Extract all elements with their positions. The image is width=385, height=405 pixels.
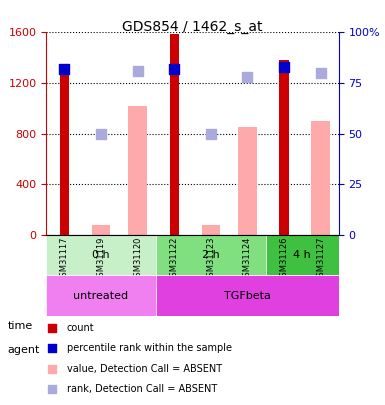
Text: TGFbeta: TGFbeta [224,291,271,301]
Point [281,64,287,70]
Text: GDS854 / 1462_s_at: GDS854 / 1462_s_at [122,20,263,34]
Point [208,130,214,137]
Bar [129,106,147,235]
Point [243,279,249,286]
Text: GSM31126: GSM31126 [280,237,288,282]
Bar [92,225,110,235]
Point [171,66,177,72]
Bar [202,225,220,235]
Text: GSM31127: GSM31127 [316,237,325,282]
Point [135,68,141,74]
Text: GSM31122: GSM31122 [170,237,179,282]
Text: time: time [8,321,33,331]
Point [61,66,68,72]
Text: GSM31117: GSM31117 [60,237,69,282]
Text: 2 h: 2 h [202,250,220,260]
Point [243,96,249,102]
Text: rank, Detection Call = ABSENT: rank, Detection Call = ABSENT [67,384,217,394]
Text: GSM31124: GSM31124 [243,237,252,282]
Point [98,130,104,137]
FancyBboxPatch shape [266,235,339,275]
Bar [60,64,69,235]
Text: GSM31123: GSM31123 [206,237,215,282]
Point [244,74,251,80]
Text: value, Detection Call = ABSENT: value, Detection Call = ABSENT [67,364,222,373]
Text: GSM31119: GSM31119 [97,237,105,282]
Bar [238,127,256,235]
FancyBboxPatch shape [156,275,339,316]
Text: 4 h: 4 h [293,250,311,260]
Text: count: count [67,323,94,333]
FancyBboxPatch shape [46,235,156,275]
Text: 0 h: 0 h [92,250,110,260]
Text: agent: agent [8,345,40,355]
Bar [280,60,288,235]
Bar [311,121,330,235]
Text: GSM31120: GSM31120 [133,237,142,282]
Bar [170,34,179,235]
Text: untreated: untreated [74,291,129,301]
FancyBboxPatch shape [46,275,156,316]
Text: percentile rank within the sample: percentile rank within the sample [67,343,232,353]
Point [318,70,324,76]
FancyBboxPatch shape [156,235,266,275]
